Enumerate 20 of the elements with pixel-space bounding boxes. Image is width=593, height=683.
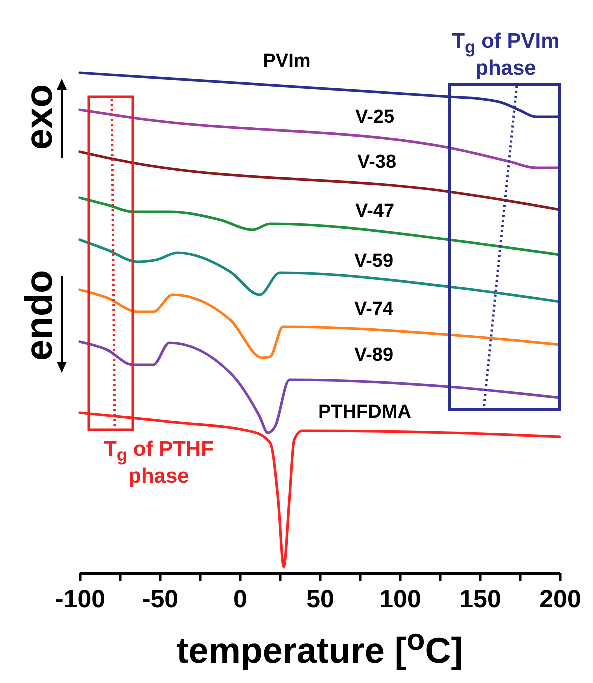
- x-tick-label: 0: [234, 586, 248, 614]
- x-tick-label: -100: [55, 586, 106, 614]
- series-label: V-38: [357, 152, 397, 174]
- x-tick-label: 150: [460, 586, 502, 614]
- series-label: V-59: [354, 251, 394, 273]
- x-tick-label: 200: [540, 586, 582, 614]
- x-tick-label: 50: [306, 586, 334, 614]
- series-label: V-25: [355, 107, 395, 129]
- text: endo: [18, 270, 62, 361]
- x-tick-label: -50: [142, 586, 179, 614]
- series-label: V-89: [354, 345, 394, 367]
- series-label: PVIm: [263, 51, 311, 73]
- annotation: T$_{g}$ of PTHF phase: [103, 438, 215, 489]
- series-label: V-47: [355, 201, 395, 223]
- x-axis-title: temperature [$^{o}$C]: [176, 624, 464, 672]
- series-label: PTHFDMA: [318, 402, 412, 424]
- x-tick-label: 100: [380, 586, 422, 614]
- text: exo: [18, 84, 62, 150]
- series-label: V-74: [354, 299, 394, 321]
- annotation: T$_{g}$ of PVIm phase: [451, 30, 561, 81]
